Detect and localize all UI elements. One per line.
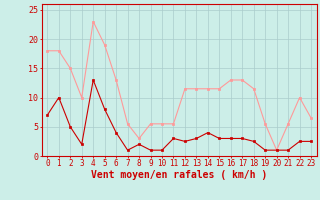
X-axis label: Vent moyen/en rafales ( km/h ): Vent moyen/en rafales ( km/h ) [91,170,267,180]
